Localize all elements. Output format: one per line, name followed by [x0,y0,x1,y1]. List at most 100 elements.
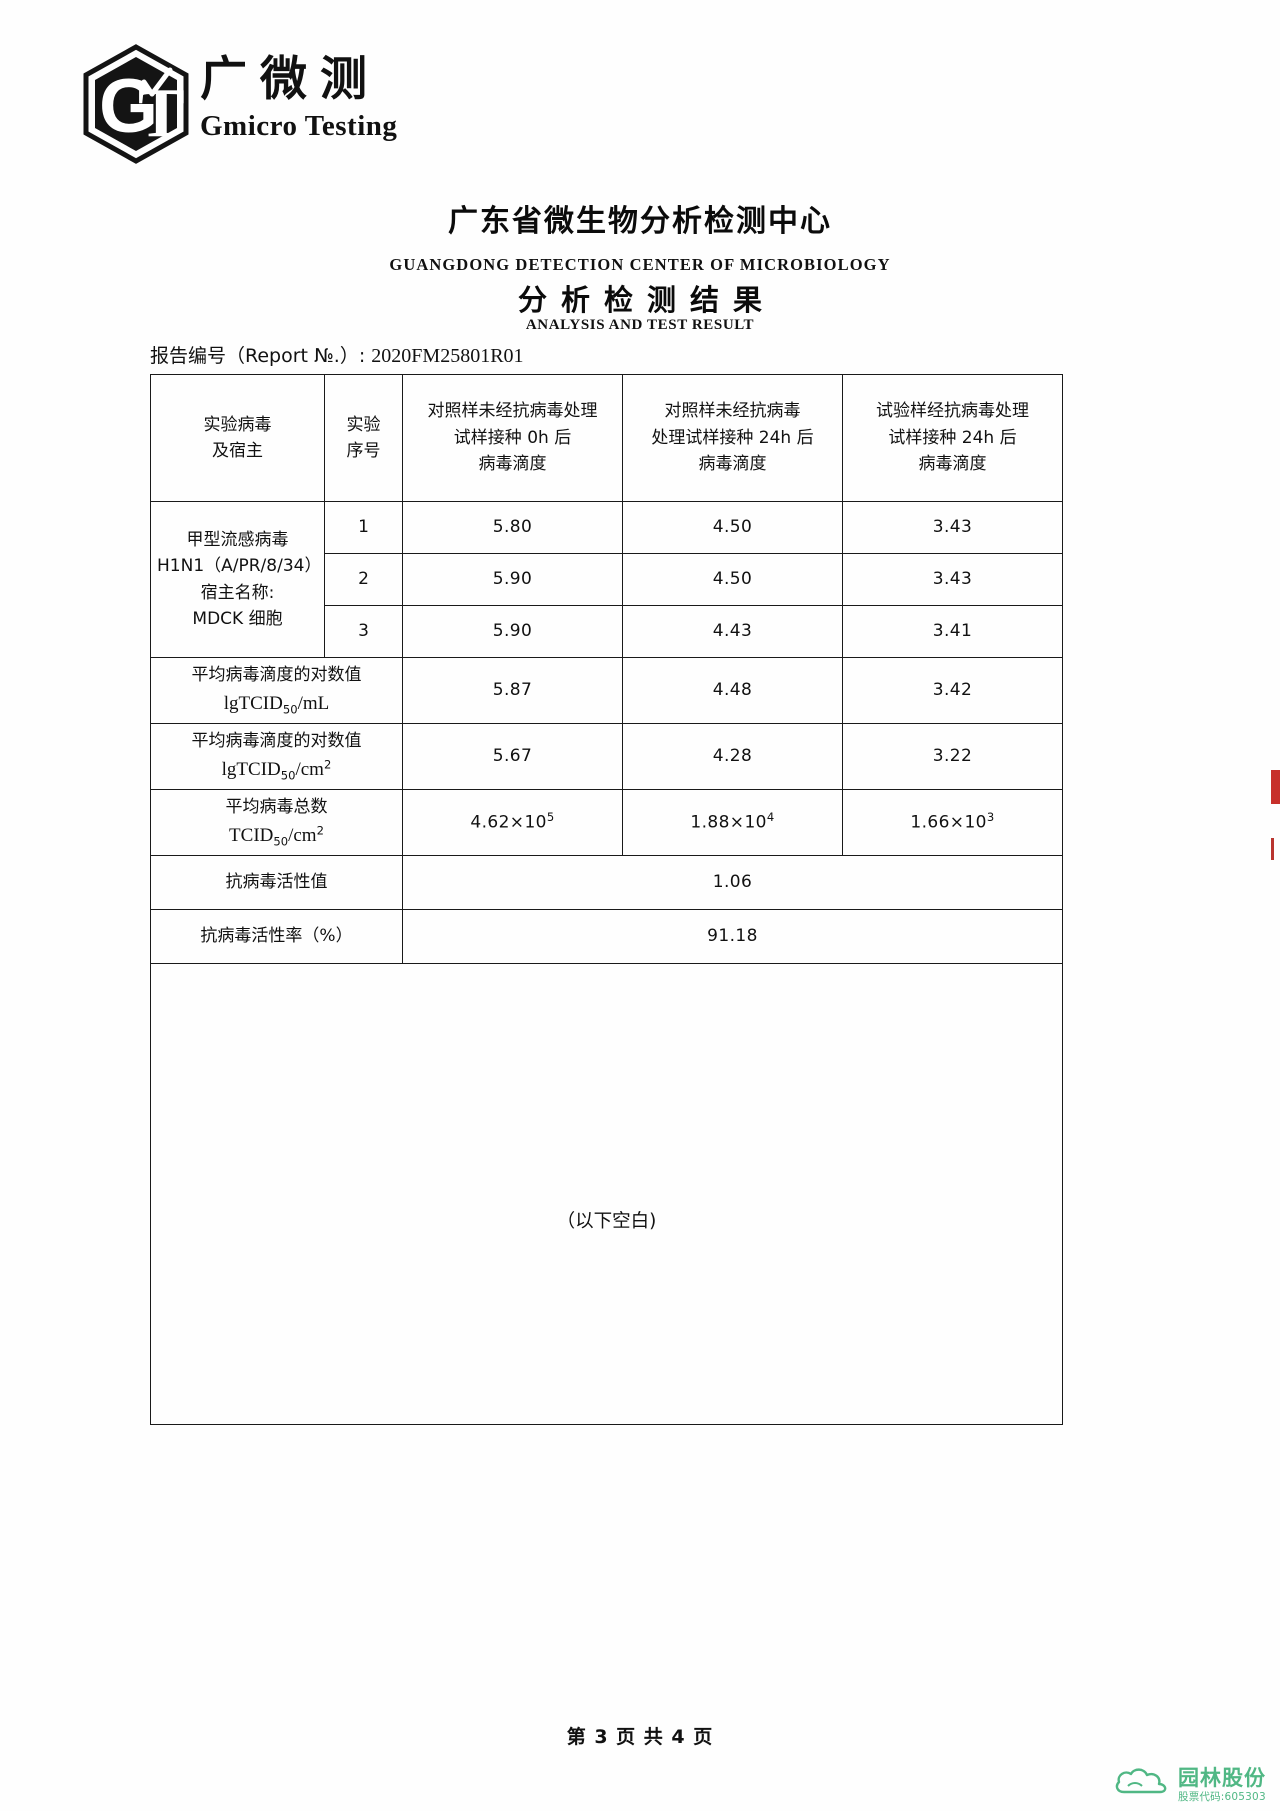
company-logo: G T 广微测 Gmicro Testing [82,44,397,164]
summary-label-lgtcid-cm2: 平均病毒滴度的对数值 lgTCID50/cm2 [150,723,403,790]
exponent: 4 [766,810,775,824]
summary-label-l2: lgTCID50/cm2 [157,755,396,785]
activity-rate: 91.18 [402,909,1063,964]
summary-row-lgtcid-ml: 平均病毒滴度的对数值 lgTCID50/mL 5.87 4.48 3.42 [150,657,1063,724]
replicate-control-0h: 5.90 [402,553,623,606]
summary-label-lgtcid-ml: 平均病毒滴度的对数值 lgTCID50/mL [150,657,403,724]
summary-label-l1: 平均病毒滴度的对数值 [191,731,362,752]
table-header-row: 实验病毒 及宿主 实验 序号 对照样未经抗病毒处理 试样接种 0h 后 病毒滴度… [150,374,1063,502]
summary-control-0h: 5.87 [402,657,623,724]
scan-artifact-red-mark-small [1271,838,1274,860]
row-blank-area: （以下空白) [150,963,1063,1425]
results-table-wrapper: 实验病毒 及宿主 实验 序号 对照样未经抗病毒处理 试样接种 0h 后 病毒滴度… [150,374,1063,1425]
logo-name-cn: 广微测 [200,52,380,107]
th-control-24h-l2: 处理试样接种 24h 后 [651,427,814,448]
th-replicate-no-l2: 序号 [346,441,381,461]
summary-control-0h: 4.62×105 [402,789,623,856]
scan-artifact-red-mark [1271,770,1280,804]
unit-suffix: /mL [297,692,330,714]
summary-row-total-count: 平均病毒总数 TCID50/cm2 4.62×105 1.88×104 1.66… [150,789,1063,856]
th-test-24h-l3: 病毒滴度 [918,454,987,475]
summary-test-24h: 3.42 [842,657,1063,724]
th-virus-host-l2: 及宿主 [212,441,263,461]
summary-control-24h: 1.88×104 [622,789,843,856]
table-row: 3 5.90 4.43 3.41 [151,605,1063,658]
unit-suffix: /cm [288,824,317,846]
blank-area-cell: （以下空白) [150,963,1063,1425]
unit-sub: 50 [273,833,289,848]
mantissa: 1.88×10 [690,812,767,833]
summary-label-l2: lgTCID50/mL [157,689,396,719]
unit-prefix: TCID [229,824,274,846]
table-row: 2 5.90 4.50 3.43 [151,553,1063,606]
replicate-no: 2 [324,553,403,606]
watermark-stock-code: 股票代码:605303 [1178,1790,1266,1803]
summary-label-total-count: 平均病毒总数 TCID50/cm2 [150,789,403,856]
virus-host-l4: MDCK 细胞 [192,608,283,629]
unit-sub: 50 [280,767,296,782]
virus-host-l2: H1N1（A/PR/8/34） [157,556,322,577]
replicate-test-24h: 3.43 [842,553,1063,606]
doc-title-en: ANALYSIS AND TEST RESULT [525,317,755,333]
page-number-footer: 第 3 页 共 4 页 [566,1726,714,1748]
th-control-0h-l3: 病毒滴度 [478,454,547,475]
mantissa: 4.62×10 [470,812,547,833]
unit-sup: 2 [316,822,324,837]
replicate-test-24h: 3.41 [842,605,1063,658]
summary-label-l1: 平均病毒总数 [225,797,328,818]
gt-hexagon-icon: G T [82,44,190,164]
row-activity-value: 抗病毒活性值 1.06 [150,855,1063,910]
svg-text:G: G [99,64,158,149]
blank-note-text: （以下空白) [556,1210,657,1232]
unit-sub: 50 [282,701,298,716]
row-activity-rate: 抗病毒活性率（%） 91.18 [150,909,1063,964]
summary-test-24h: 1.66×103 [842,789,1063,856]
watermark-company-name: 园林股份 [1178,1766,1266,1791]
summary-test-24h: 3.22 [842,723,1063,790]
org-title-cn: 广东省微生物分析检测中心 [448,204,832,239]
th-virus-host-l1: 实验病毒 [203,414,272,435]
results-table: 实验病毒 及宿主 实验 序号 对照样未经抗病毒处理 试样接种 0h 后 病毒滴度… [150,374,1063,1425]
summary-control-24h: 4.48 [622,657,843,724]
th-replicate-no: 实验 序号 [324,374,403,502]
replicate-test-24h: 3.43 [842,501,1063,554]
th-test-24h: 试验样经抗病毒处理 试样接种 24h 后 病毒滴度 [842,374,1063,502]
doc-title-cn: 分析检测结果 [517,283,776,317]
table-row: 甲型流感病毒 H1N1（A/PR/8/34） 宿主名称: MDCK 细胞 1 5… [150,501,1063,658]
th-control-24h: 对照样未经抗病毒 处理试样接种 24h 后 病毒滴度 [622,374,843,502]
replicate-control-24h: 4.43 [622,605,843,658]
virus-host-cell: 甲型流感病毒 H1N1（A/PR/8/34） 宿主名称: MDCK 细胞 [150,501,325,658]
summary-control-0h: 5.67 [402,723,623,790]
replicate-control-24h: 4.50 [622,501,843,554]
logo-name-en: Gmicro Testing [200,110,398,142]
replicate-no: 1 [324,501,403,554]
th-virus-host: 实验病毒 及宿主 [150,374,325,502]
th-control-24h-l3: 病毒滴度 [698,454,767,475]
exponent: 3 [986,810,995,824]
activity-value: 1.06 [402,855,1063,910]
unit-sup: 2 [323,756,332,771]
report-number-value: 2020FM25801R01 [371,345,524,367]
unit-prefix: lgTCID [221,758,281,780]
summary-label-l2: TCID50/cm2 [157,821,396,851]
corporate-watermark: 园林股份 股票代码:605303 [1114,1766,1266,1803]
th-control-0h-l1: 对照样未经抗病毒处理 [427,401,598,422]
th-test-24h-l1: 试验样经抗病毒处理 [876,401,1029,422]
summary-row-lgtcid-cm2: 平均病毒滴度的对数值 lgTCID50/cm2 5.67 4.28 3.22 [150,723,1063,790]
summary-control-24h: 4.28 [622,723,843,790]
activity-rate-label: 抗病毒活性率（%） [150,909,403,964]
virus-host-l1: 甲型流感病毒 [186,529,289,550]
unit-prefix: lgTCID [223,692,283,714]
virus-host-l3: 宿主名称: [200,582,275,603]
replicate-control-0h: 5.80 [402,501,623,554]
exponent: 5 [546,810,555,824]
replicate-no: 3 [324,605,403,658]
replicate-control-0h: 5.90 [402,605,623,658]
mantissa: 1.66×10 [910,812,987,833]
th-replicate-no-l1: 实验 [346,414,381,435]
summary-label-l1: 平均病毒滴度的对数值 [191,665,362,686]
th-control-24h-l1: 对照样未经抗病毒 [664,401,801,422]
unit-suffix: /cm [295,758,324,780]
replicate-control-24h: 4.50 [622,553,843,606]
